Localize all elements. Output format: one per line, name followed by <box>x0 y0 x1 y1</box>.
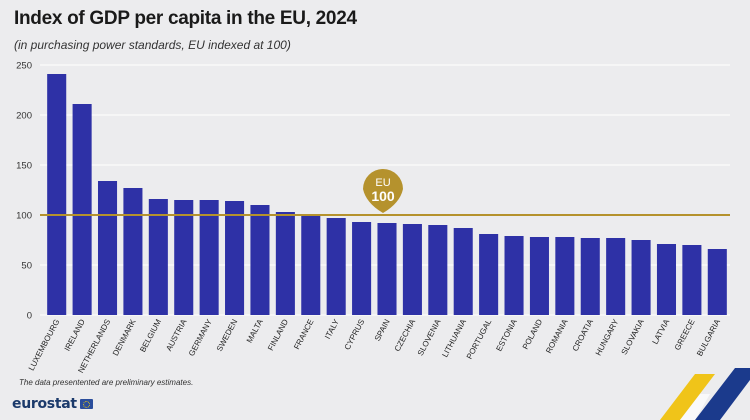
ribbon-yellow <box>660 374 715 420</box>
x-tick-label: SWEDEN <box>215 318 240 353</box>
bar-lithuania <box>453 228 473 315</box>
bar-netherlands <box>97 181 118 315</box>
x-tick-label: ROMANIA <box>544 317 570 355</box>
x-tick-label: SLOVAKIA <box>620 317 647 356</box>
x-tick-label: AUSTRIA <box>164 317 189 352</box>
x-tick-label: HUNGARY <box>594 317 621 357</box>
bar-france <box>301 216 321 315</box>
x-tick-label: FRANCE <box>292 318 315 351</box>
bar-malta <box>250 205 270 315</box>
y-tick-label: 100 <box>16 211 32 222</box>
ribbon-light <box>680 394 710 420</box>
x-tick-label: PORTUGAL <box>465 317 494 360</box>
x-tick-label: CROATIA <box>571 317 596 353</box>
x-tick-label: FINLAND <box>266 318 290 353</box>
bar-estonia <box>504 236 524 315</box>
x-tick-label: IRELAND <box>63 318 87 353</box>
eurostat-logo: eurostat <box>12 396 93 412</box>
bar-croatia <box>580 238 600 315</box>
bar-hungary <box>606 238 626 315</box>
page-subtitle: (in purchasing power standards, EU index… <box>14 38 291 52</box>
bar-germany <box>199 200 219 315</box>
bar-sweden <box>225 201 245 315</box>
bar-spain <box>377 223 397 315</box>
x-tick-label: MALTA <box>245 317 265 344</box>
y-tick-label: 200 <box>16 111 32 122</box>
ribbon-blue <box>695 368 750 420</box>
x-tick-label: CYPRUS <box>343 318 367 352</box>
eu-marker-value: 100 <box>371 188 395 204</box>
bar-poland <box>529 237 549 315</box>
x-tick-label: LATVIA <box>651 317 672 346</box>
x-tick-label: GERMANY <box>187 317 214 358</box>
x-tick-label: CZECHIA <box>393 317 418 353</box>
bar-luxembourg <box>47 74 67 315</box>
bar-greece <box>682 245 702 315</box>
corner-ribbon-decoration <box>660 368 750 420</box>
bar-latvia <box>656 244 677 315</box>
x-tick-label: ESTONIA <box>494 317 519 353</box>
x-tick-label: SPAIN <box>373 318 392 343</box>
x-tick-label: LITHUANIA <box>440 317 468 359</box>
x-tick-label: DENMARK <box>111 317 138 357</box>
eu-marker-label: EU <box>375 177 390 189</box>
x-tick-label: POLAND <box>521 318 544 351</box>
x-tick-label: BELGIUM <box>138 317 163 353</box>
bar-denmark <box>123 188 143 315</box>
x-tick-label: GREECE <box>673 318 697 352</box>
logo-text: eurostat <box>12 396 77 412</box>
bar-austria <box>174 200 194 315</box>
bar-bulgaria <box>707 249 727 315</box>
footnote: The data presentented are preliminary es… <box>19 378 194 387</box>
bar-slovakia <box>631 240 651 315</box>
x-tick-label: BULGARIA <box>695 317 722 358</box>
x-tick-label: ITALY <box>323 317 341 340</box>
bar-romania <box>555 237 575 315</box>
bar-belgium <box>148 199 168 315</box>
bar-ireland <box>72 104 92 315</box>
x-tick-label: SLOVENIA <box>416 317 443 357</box>
eu-flag-icon <box>79 399 93 409</box>
bar-portugal <box>479 234 499 315</box>
bar-cyprus <box>352 222 372 315</box>
y-tick-label: 50 <box>21 261 32 272</box>
y-tick-label: 150 <box>16 161 32 172</box>
bar-czechia <box>402 224 422 315</box>
bar-italy <box>326 218 346 315</box>
bar-finland <box>275 212 295 315</box>
y-tick-label: 250 <box>16 61 32 72</box>
y-axis-ticks: 0 50 100 150 200 250 <box>16 61 32 322</box>
y-tick-label: 0 <box>27 311 32 322</box>
eu-marker-pin <box>363 169 403 213</box>
bar-slovenia <box>428 225 448 315</box>
page-title: Index of GDP per capita in the EU, 2024 <box>14 8 357 29</box>
x-tick-label: LUXEMBOURG <box>27 318 62 372</box>
